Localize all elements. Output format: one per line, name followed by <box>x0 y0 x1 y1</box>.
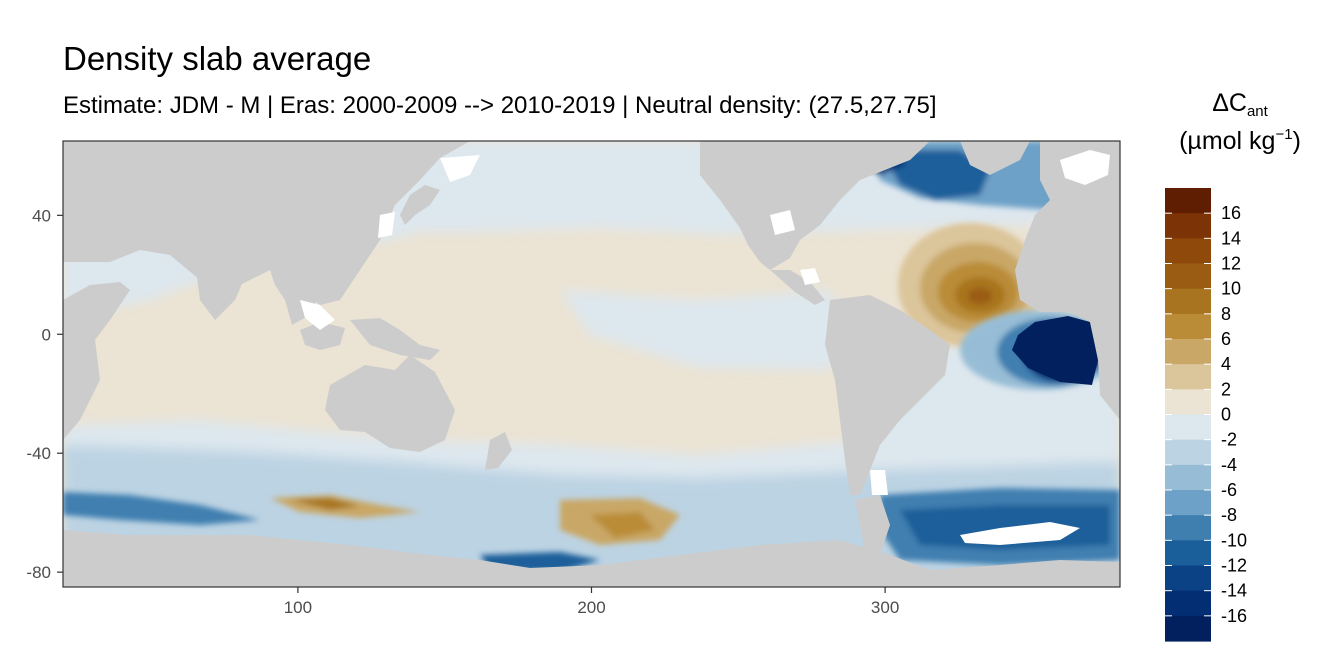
legend-color-swatch <box>1165 339 1211 365</box>
legend-title-unit: (µmol kg−1) <box>1160 123 1320 159</box>
land-antarctic-peninsula <box>855 495 890 555</box>
y-axis: 40 0 -40 -80 <box>26 206 63 582</box>
southern-ocean-anomalies <box>63 488 1120 572</box>
legend-break-label: -2 <box>1221 430 1237 450</box>
land-eurasia <box>63 141 470 305</box>
land-japan <box>400 185 440 225</box>
legend-color-swatch <box>1165 490 1211 516</box>
legend-break-label: 8 <box>1221 304 1231 324</box>
legend-break-label: 2 <box>1221 379 1231 399</box>
legend-break-label: -16 <box>1221 606 1247 626</box>
land-greenland <box>960 141 1030 175</box>
legend-break-label: 12 <box>1221 254 1241 274</box>
chart-title: Density slab average <box>63 40 372 77</box>
land-borneo-indonesia <box>300 318 440 360</box>
x-axis: 100 200 300 <box>284 587 899 617</box>
no-data-areas <box>300 150 1110 495</box>
y-tick-label: -40 <box>26 444 51 463</box>
legend-color-swatch <box>1165 464 1211 491</box>
land-india <box>195 262 250 320</box>
legend-color-swatch <box>1165 238 1211 265</box>
legend-color-swatch <box>1165 213 1211 239</box>
legend-break-label: 0 <box>1221 405 1231 425</box>
legend-unit-text: (µmol kg <box>1179 126 1276 155</box>
x-tick-label: 300 <box>871 598 899 617</box>
legend-unit-superscript: −1 <box>1275 125 1293 143</box>
legend-break-label: -14 <box>1221 581 1247 601</box>
legend-color-swatch <box>1165 414 1211 441</box>
map-panel <box>63 141 1120 587</box>
land-antarctica <box>63 530 1120 587</box>
legend-color-swatch <box>1165 263 1211 290</box>
legend-break-label: -6 <box>1221 480 1237 500</box>
y-tick-label: -80 <box>26 563 51 582</box>
legend-color-swatch <box>1165 188 1211 214</box>
no-data-okhotsk <box>440 155 480 182</box>
legend-title: ΔCant (µmol kg−1) <box>1160 85 1320 159</box>
legend-unit-close: ) <box>1292 126 1301 155</box>
legend-break-label: -4 <box>1221 455 1237 475</box>
legend-break-label: 4 <box>1221 354 1231 374</box>
legend-title-subscript: ant <box>1246 103 1268 120</box>
legend: 16 14 12 10 8 6 4 2 0 -2 -4 -6 -8 -10 -12 -14 -16 <box>1165 188 1247 642</box>
legend-color-swatch <box>1165 540 1211 567</box>
no-data-arctic-east <box>1060 150 1110 185</box>
x-tick-label: 100 <box>284 598 312 617</box>
legend-color-swatch <box>1165 389 1211 416</box>
legend-color-swatch <box>1165 515 1211 541</box>
weddell-sea-no-data <box>960 522 1080 545</box>
legend-color-swatch <box>1165 565 1211 592</box>
no-data-yellow-sea <box>378 212 395 238</box>
land <box>63 141 1120 587</box>
legend-break-label: -10 <box>1221 530 1247 550</box>
legend-color-swatch <box>1165 364 1211 390</box>
legend-break-label: -12 <box>1221 556 1247 576</box>
indian-sector-negative <box>63 492 260 525</box>
subpolar-inner <box>880 150 990 200</box>
eastern-pacific-blue-zone <box>560 290 850 370</box>
y-tick-label: 40 <box>32 206 51 225</box>
legend-title-variable: ΔCant <box>1160 85 1320 123</box>
land-australia <box>325 355 455 452</box>
land-africa-east <box>63 282 130 440</box>
legend-break-label: 6 <box>1221 329 1231 349</box>
no-data-patagonia-shelf <box>870 470 888 495</box>
legend-color-swatch <box>1165 313 1211 340</box>
no-data-hudson <box>770 210 795 235</box>
legend-color-swatch <box>1165 288 1211 315</box>
pacific-sector-positive-core <box>590 512 655 538</box>
no-data-indonesia <box>300 300 335 330</box>
legend-title-main: ΔC <box>1212 89 1247 117</box>
land-north-america <box>700 141 930 270</box>
legend-color-swatch <box>1165 439 1211 466</box>
anomaly-contour-12 <box>968 288 992 304</box>
land-new-zealand <box>485 432 512 470</box>
legend-break-label: 16 <box>1221 203 1241 223</box>
legend-break-label: -8 <box>1221 505 1237 525</box>
legend-color-swatch <box>1165 590 1211 617</box>
land-south-america <box>825 295 950 495</box>
legend-color-swatch <box>1165 615 1211 642</box>
legend-break-label: 10 <box>1221 279 1241 299</box>
chart-subtitle: Estimate: JDM - M | Eras: 2000-2009 --> … <box>63 92 937 119</box>
equatorial-atlantic-core <box>1012 316 1098 385</box>
no-data-caribbean <box>800 268 820 285</box>
indian-sector-positive-core <box>290 498 360 510</box>
y-tick-label: 0 <box>42 325 51 344</box>
land-europe-africa <box>1015 141 1120 420</box>
legend-break-label: 14 <box>1221 228 1241 248</box>
land-central-america <box>770 270 825 305</box>
x-tick-label: 200 <box>577 598 605 617</box>
